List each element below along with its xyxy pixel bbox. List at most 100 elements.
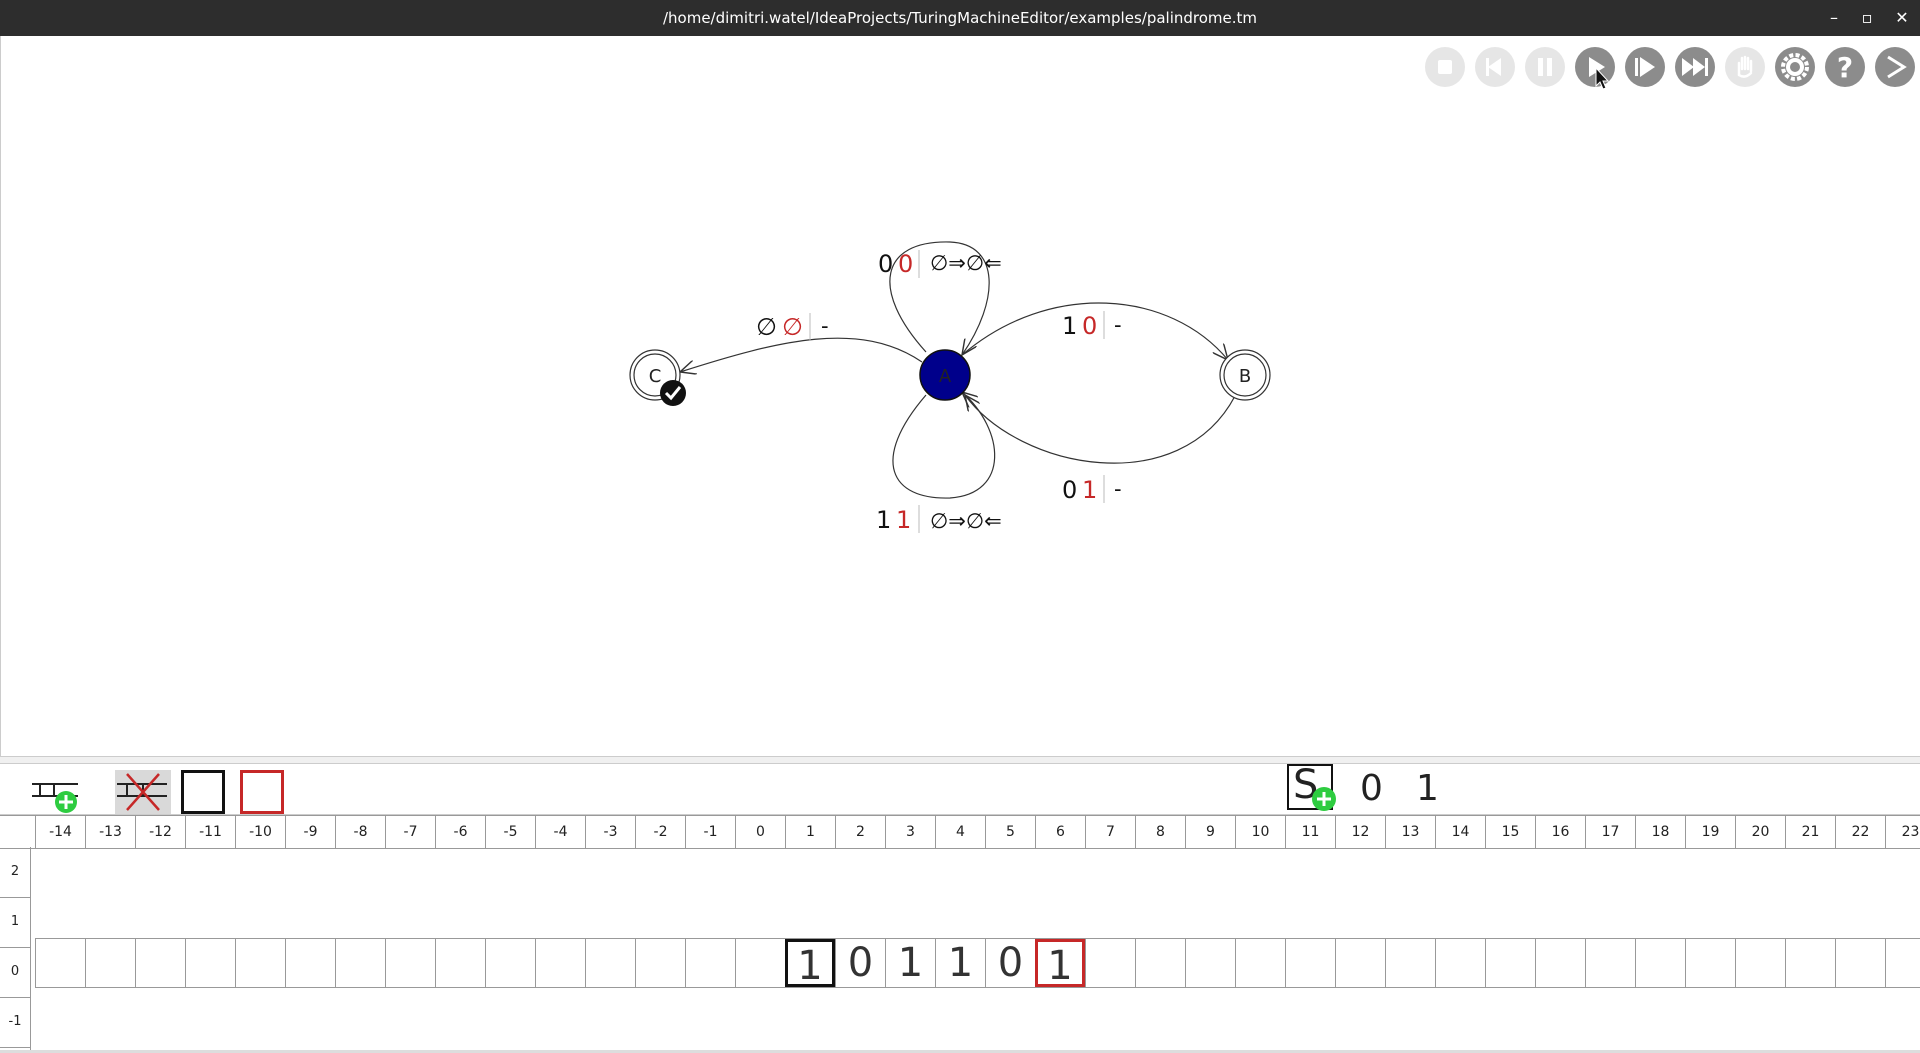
hand-button[interactable] bbox=[1725, 47, 1765, 87]
svg-text:?: ? bbox=[1837, 51, 1853, 84]
ruler-cell: -8 bbox=[335, 816, 385, 848]
svg-text:1: 1 bbox=[1082, 476, 1097, 504]
tape-cell[interactable] bbox=[485, 939, 535, 987]
tape-cell[interactable] bbox=[235, 939, 285, 987]
tape-cell[interactable] bbox=[1135, 939, 1185, 987]
remove-tape-button[interactable] bbox=[115, 770, 171, 814]
state-a[interactable]: A bbox=[919, 349, 971, 401]
tape-cell[interactable] bbox=[35, 939, 85, 987]
symbol-1[interactable]: 1 bbox=[1416, 768, 1439, 809]
tape-cell[interactable] bbox=[635, 939, 685, 987]
svg-text:-: - bbox=[1114, 477, 1122, 501]
tape-cell[interactable] bbox=[285, 939, 335, 987]
help-button[interactable]: ? bbox=[1825, 47, 1865, 87]
edge-a-a-top[interactable] bbox=[889, 241, 990, 355]
tape-cell[interactable] bbox=[335, 939, 385, 987]
close-button[interactable]: ✕ bbox=[1895, 8, 1909, 27]
tape-cell[interactable]: 1 bbox=[785, 939, 835, 989]
head-row-labels: 2 1 0 -1 bbox=[0, 847, 31, 1053]
ruler-cell: 16 bbox=[1535, 816, 1585, 848]
head-2-selector[interactable] bbox=[240, 770, 284, 814]
edge-a-c[interactable] bbox=[680, 337, 923, 372]
ruler-cell: 2 bbox=[835, 816, 885, 848]
edge-a-b[interactable] bbox=[961, 302, 1228, 360]
maximize-button[interactable]: ▫ bbox=[1861, 8, 1873, 27]
play-icon bbox=[1589, 57, 1605, 77]
head-1-selector[interactable] bbox=[181, 770, 225, 814]
tape-cell[interactable] bbox=[1285, 939, 1335, 987]
tape-cell[interactable] bbox=[685, 939, 735, 987]
ruler-cell: -4 bbox=[535, 816, 585, 848]
transition-label-a-b[interactable]: 1 0 - bbox=[1062, 311, 1122, 340]
fast-forward-button[interactable] bbox=[1675, 47, 1715, 87]
window-bottom-edge bbox=[0, 1050, 1920, 1053]
add-symbol-button[interactable]: S bbox=[1287, 762, 1336, 811]
svg-text:-: - bbox=[1114, 313, 1122, 337]
tape-cell[interactable] bbox=[85, 939, 135, 987]
tape-cell[interactable] bbox=[1485, 939, 1535, 987]
transition-label-a-a-bottom[interactable]: 1 1 ∅⇒∅⇐ bbox=[876, 505, 1002, 534]
ruler-cell: -14 bbox=[35, 816, 85, 848]
tape-cell[interactable]: 1 bbox=[1035, 939, 1085, 989]
ruler-cell: -12 bbox=[135, 816, 185, 848]
tape-cell[interactable]: 1 bbox=[885, 939, 935, 987]
transition-label-a-c[interactable]: ∅ ∅ - bbox=[756, 313, 829, 341]
fast-forward-icon bbox=[1682, 58, 1708, 76]
ruler-cell: 11 bbox=[1285, 816, 1335, 848]
ruler-cell: -9 bbox=[285, 816, 335, 848]
pane-divider[interactable] bbox=[0, 756, 1920, 764]
step-forward-button[interactable] bbox=[1625, 47, 1665, 87]
tape-cell[interactable] bbox=[1335, 939, 1385, 987]
next-button[interactable] bbox=[1875, 47, 1915, 87]
tape-cell[interactable] bbox=[435, 939, 485, 987]
row-label: 2 bbox=[0, 847, 30, 898]
graph-canvas[interactable] bbox=[0, 36, 1920, 756]
tape-cell[interactable] bbox=[1535, 939, 1585, 987]
row-label: -1 bbox=[0, 997, 30, 1048]
tape-cell[interactable] bbox=[1185, 939, 1235, 987]
tape-cell[interactable]: 0 bbox=[835, 939, 885, 987]
symbol-0[interactable]: 0 bbox=[1360, 768, 1383, 809]
settings-button[interactable] bbox=[1775, 47, 1815, 87]
ruler-cell: 3 bbox=[885, 816, 935, 848]
add-tape-button[interactable] bbox=[30, 770, 78, 814]
tape-cell[interactable] bbox=[1385, 939, 1435, 987]
transition-label-b-a[interactable]: 0 1 - bbox=[1062, 475, 1122, 504]
play-button[interactable] bbox=[1575, 47, 1615, 87]
tape-toolbar bbox=[0, 764, 1920, 815]
tape-cell[interactable] bbox=[1885, 939, 1920, 987]
tape-cell[interactable] bbox=[135, 939, 185, 987]
pause-button[interactable] bbox=[1525, 47, 1565, 87]
tape-cell[interactable] bbox=[1585, 939, 1635, 987]
tape-cell[interactable] bbox=[1785, 939, 1835, 987]
tape-cell[interactable] bbox=[385, 939, 435, 987]
tape-cell[interactable]: 1 bbox=[935, 939, 985, 987]
previous-button[interactable] bbox=[1475, 47, 1515, 87]
tape-cell[interactable] bbox=[1235, 939, 1285, 987]
svg-text:-: - bbox=[821, 314, 829, 338]
edge-b-a[interactable] bbox=[965, 395, 1236, 464]
tape-cell[interactable]: 0 bbox=[985, 939, 1035, 987]
minimize-button[interactable]: – bbox=[1830, 8, 1838, 27]
edge-a-a-bottom[interactable] bbox=[892, 392, 996, 499]
ruler-cell: -1 bbox=[685, 816, 735, 848]
chevron-right-icon bbox=[1887, 55, 1907, 79]
tape-cell[interactable] bbox=[1735, 939, 1785, 987]
final-check-icon bbox=[660, 380, 686, 406]
tape-cell[interactable] bbox=[1635, 939, 1685, 987]
state-b[interactable]: B bbox=[1219, 349, 1271, 401]
ruler-cell: 20 bbox=[1735, 816, 1785, 848]
tape-cell[interactable] bbox=[1085, 939, 1135, 987]
transition-label-a-a-top[interactable]: 0 0 ∅⇒∅⇐ bbox=[878, 250, 1002, 278]
tape-cell[interactable] bbox=[1685, 939, 1735, 987]
title-bar: /home/dimitri.watel/IdeaProjects/TuringM… bbox=[0, 0, 1920, 36]
stop-button[interactable] bbox=[1425, 47, 1465, 87]
state-graph: A B C 0 0 ∅⇒∅⇐ ∅ ∅ - 1 0 - 0 1 - bbox=[629, 66, 1610, 534]
tape-cell[interactable] bbox=[735, 939, 785, 987]
tape-cell[interactable] bbox=[185, 939, 235, 987]
tape-cell[interactable] bbox=[585, 939, 635, 987]
tape-cell[interactable] bbox=[535, 939, 585, 987]
tape-cell[interactable] bbox=[1435, 939, 1485, 987]
tape-cell[interactable] bbox=[1835, 939, 1885, 987]
